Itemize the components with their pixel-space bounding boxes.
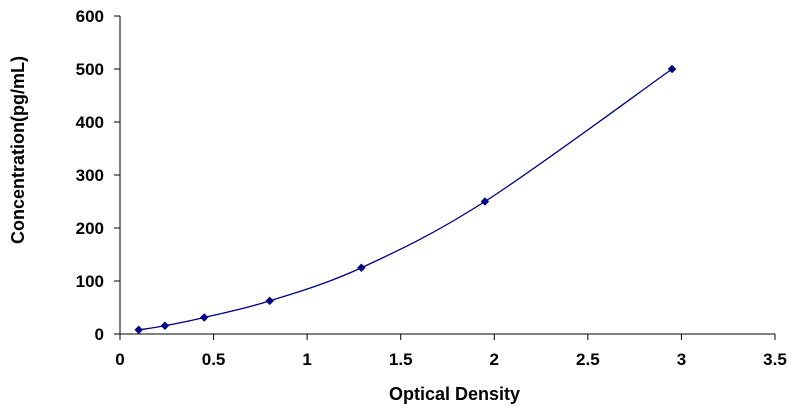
data-point [357, 263, 366, 273]
x-tick-label: 2 [490, 350, 499, 369]
curve-line [138, 68, 673, 331]
x-tick-label: 0.5 [202, 350, 226, 369]
data-point [265, 296, 275, 306]
y-tick-label: 400 [76, 113, 104, 132]
data-point [160, 321, 170, 331]
x-tick-label: 0 [115, 350, 124, 369]
plot-area: 0 100 200 300 400 500 600 0 0.5 1 1.5 2 2.5 3 3.5 [76, 7, 787, 369]
y-tick-label: 500 [76, 60, 104, 79]
y-tick-label: 200 [76, 219, 104, 238]
y-tick-label: 300 [76, 166, 104, 185]
data-point [134, 325, 144, 335]
y-axis-title: Concentration(pg/mL) [8, 56, 28, 244]
y-tick-label: 100 [76, 272, 104, 291]
x-tick-label: 1 [302, 350, 311, 369]
data-point [480, 197, 490, 206]
data-point [667, 64, 677, 74]
y-tick-label: 600 [76, 7, 104, 26]
x-tick-label: 3.5 [763, 350, 787, 369]
y-ticks: 0 100 200 300 400 500 600 [76, 7, 120, 344]
y-tick-label: 0 [95, 325, 104, 344]
x-axis-title: Optical Density [389, 384, 520, 404]
data-points [134, 64, 677, 335]
x-tick-label: 2.5 [576, 350, 600, 369]
x-ticks: 0 0.5 1 1.5 2 2.5 3 3.5 [115, 334, 787, 369]
data-point [199, 313, 209, 322]
x-tick-label: 1.5 [389, 350, 413, 369]
x-tick-label: 3 [677, 350, 686, 369]
